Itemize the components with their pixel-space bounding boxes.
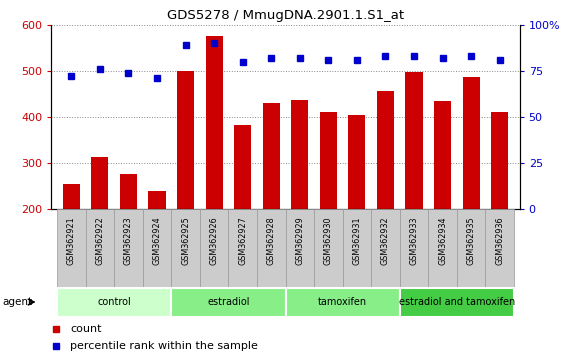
Text: GSM362929: GSM362929 bbox=[295, 217, 304, 266]
Bar bbox=[320, 112, 337, 209]
Text: GSM362930: GSM362930 bbox=[324, 217, 333, 265]
Text: percentile rank within the sample: percentile rank within the sample bbox=[70, 341, 258, 351]
Bar bbox=[257, 209, 286, 287]
Bar bbox=[343, 209, 371, 287]
Bar bbox=[86, 209, 114, 287]
Bar bbox=[114, 209, 143, 287]
Bar bbox=[200, 209, 228, 287]
Bar bbox=[457, 209, 485, 287]
Bar bbox=[57, 209, 86, 287]
Bar bbox=[286, 288, 400, 317]
Bar bbox=[206, 36, 223, 209]
Bar bbox=[405, 72, 423, 209]
Text: count: count bbox=[70, 324, 102, 333]
Text: GSM362923: GSM362923 bbox=[124, 217, 133, 265]
Text: GSM362928: GSM362928 bbox=[267, 217, 276, 265]
Bar bbox=[371, 209, 400, 287]
Bar bbox=[63, 184, 80, 209]
Title: GDS5278 / MmugDNA.2901.1.S1_at: GDS5278 / MmugDNA.2901.1.S1_at bbox=[167, 9, 404, 22]
Bar bbox=[377, 91, 394, 209]
Bar bbox=[143, 209, 171, 287]
Bar bbox=[485, 209, 514, 287]
Text: agent: agent bbox=[3, 297, 33, 307]
Bar bbox=[463, 77, 480, 209]
Text: GSM362935: GSM362935 bbox=[467, 217, 476, 265]
Text: GSM362927: GSM362927 bbox=[238, 217, 247, 266]
Bar bbox=[400, 209, 428, 287]
Bar bbox=[91, 157, 108, 209]
Text: GSM362933: GSM362933 bbox=[409, 217, 419, 265]
Bar bbox=[171, 288, 286, 317]
Bar bbox=[263, 103, 280, 209]
Text: GSM362921: GSM362921 bbox=[67, 217, 76, 265]
Text: GSM362932: GSM362932 bbox=[381, 217, 390, 265]
Bar bbox=[148, 192, 166, 209]
Bar bbox=[348, 115, 365, 209]
Text: GSM362931: GSM362931 bbox=[352, 217, 361, 265]
Bar bbox=[291, 100, 308, 209]
Text: estradiol and tamoxifen: estradiol and tamoxifen bbox=[399, 297, 515, 307]
Bar bbox=[57, 288, 171, 317]
Text: estradiol: estradiol bbox=[207, 297, 250, 307]
Bar bbox=[428, 209, 457, 287]
Text: GSM362934: GSM362934 bbox=[438, 217, 447, 265]
Bar bbox=[234, 125, 251, 209]
Bar bbox=[171, 209, 200, 287]
Bar bbox=[228, 209, 257, 287]
Text: GSM362925: GSM362925 bbox=[181, 217, 190, 266]
Text: control: control bbox=[97, 297, 131, 307]
Bar bbox=[314, 209, 343, 287]
Text: tamoxifen: tamoxifen bbox=[318, 297, 367, 307]
Bar bbox=[177, 71, 194, 209]
Bar bbox=[120, 174, 137, 209]
Bar bbox=[286, 209, 314, 287]
Bar bbox=[400, 288, 514, 317]
Bar bbox=[491, 112, 508, 209]
Text: GSM362922: GSM362922 bbox=[95, 217, 104, 266]
Text: GSM362936: GSM362936 bbox=[495, 217, 504, 265]
Text: GSM362926: GSM362926 bbox=[210, 217, 219, 265]
Bar bbox=[434, 101, 451, 209]
Text: GSM362924: GSM362924 bbox=[152, 217, 162, 265]
